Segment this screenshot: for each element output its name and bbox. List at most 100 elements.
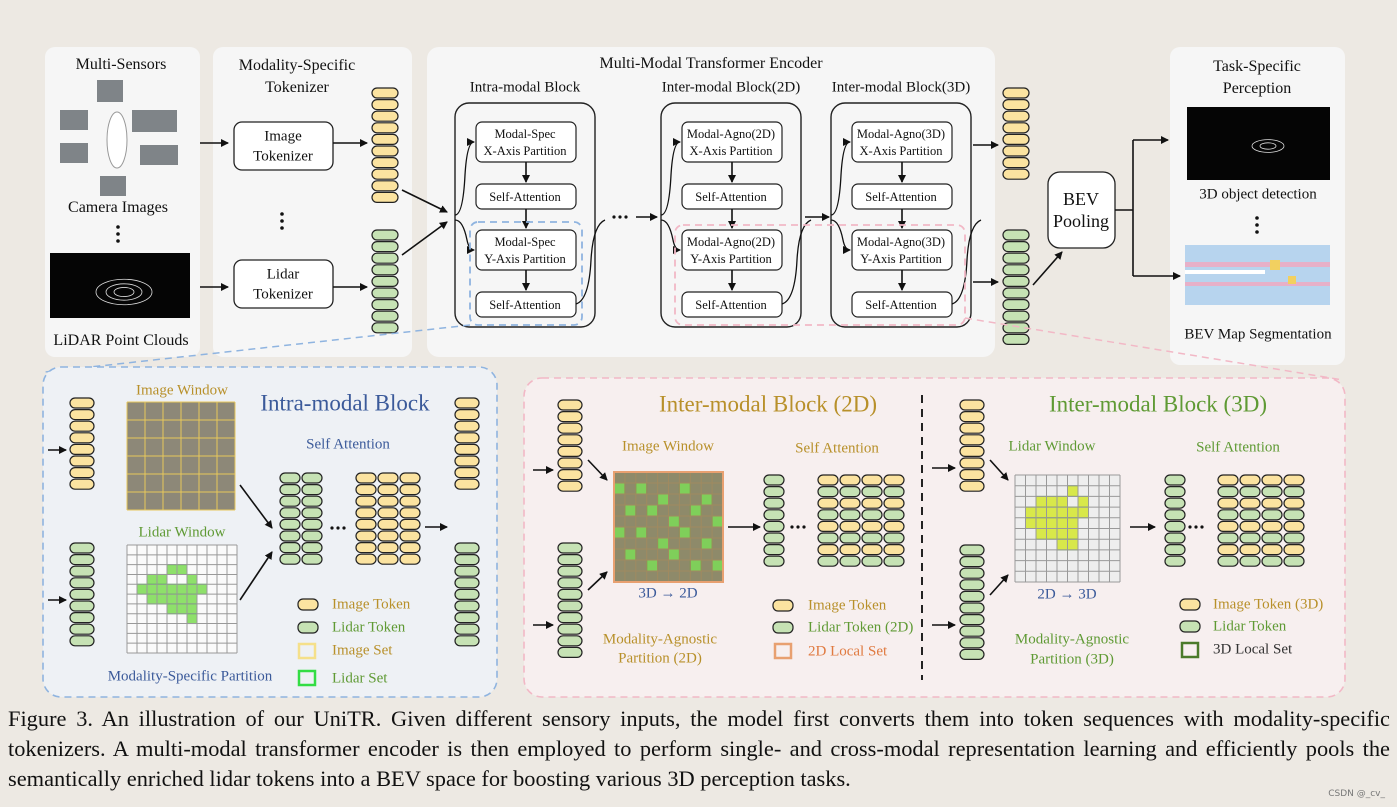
window-cell (186, 593, 198, 605)
window-cell (1035, 495, 1047, 508)
token (817, 497, 839, 509)
ellipsis-dot (796, 525, 800, 529)
token (1239, 509, 1261, 521)
ellipsis-dot (280, 226, 284, 230)
label: Image Token (3D) (1213, 596, 1324, 613)
ellipsis-dot (336, 526, 340, 530)
token (557, 445, 583, 457)
flow-curve (951, 219, 982, 305)
window-cell (146, 593, 158, 605)
token (1002, 333, 1030, 345)
token (355, 553, 377, 565)
ellipsis-dot (280, 219, 284, 223)
token (557, 611, 583, 624)
token (454, 467, 480, 479)
token (371, 122, 399, 134)
token (883, 555, 905, 567)
token (959, 625, 985, 637)
window-cell (613, 526, 626, 539)
token (69, 443, 95, 455)
arrow (401, 221, 448, 256)
token (1283, 486, 1305, 498)
car-icon (106, 111, 128, 169)
token (763, 532, 785, 544)
window-cell (668, 548, 680, 561)
flow-curve (575, 219, 606, 305)
label: Y-Axis Partition (690, 251, 772, 266)
token (1002, 145, 1030, 157)
token (959, 579, 985, 591)
token (763, 486, 785, 498)
legend-swatch (297, 669, 317, 687)
token (371, 145, 399, 157)
ellipsis-dot (1255, 223, 1259, 227)
token (1283, 555, 1305, 567)
token (1002, 264, 1030, 276)
camera-image (100, 176, 126, 196)
token (817, 555, 839, 567)
token (557, 469, 583, 481)
token (817, 509, 839, 521)
map-stripe (1185, 270, 1265, 274)
legend-swatch (772, 621, 794, 634)
token (371, 241, 399, 253)
lidar-ring (113, 287, 135, 297)
label: Partition (2D) (618, 650, 702, 667)
token (861, 497, 883, 509)
window-cell (689, 504, 702, 517)
pooling-box (1047, 171, 1116, 249)
token (959, 422, 985, 434)
ellipsis-dot (116, 239, 120, 243)
token (371, 310, 399, 322)
token (1239, 474, 1261, 486)
label: Self Attention (1196, 439, 1280, 456)
token (371, 264, 399, 276)
token (557, 542, 583, 554)
token (763, 474, 785, 486)
token (355, 541, 377, 554)
token (1217, 520, 1239, 533)
detail-panel (523, 377, 1346, 698)
token (839, 543, 861, 556)
token (763, 497, 785, 509)
label: Self-Attention (695, 297, 767, 312)
token (399, 507, 421, 519)
token (279, 484, 301, 496)
token (557, 577, 583, 589)
token (69, 565, 95, 577)
token (861, 555, 883, 567)
token (557, 399, 583, 411)
token (301, 541, 323, 554)
token (377, 472, 399, 484)
token (1261, 532, 1283, 544)
token (69, 467, 95, 479)
token (454, 600, 480, 612)
token (557, 646, 583, 659)
camera-image (140, 145, 178, 165)
camera-image (132, 110, 177, 132)
token (557, 411, 583, 423)
token (959, 567, 985, 579)
token (377, 518, 399, 531)
window-cell (1046, 506, 1058, 519)
token (377, 507, 399, 519)
token (371, 191, 399, 203)
token (69, 588, 95, 601)
window-cell (1035, 517, 1047, 529)
token (1283, 509, 1305, 521)
token (1217, 532, 1239, 544)
window-cell (700, 537, 713, 550)
window-frame (613, 471, 724, 583)
window-cell (176, 603, 188, 615)
window-cell (711, 559, 724, 572)
flow-curve (660, 219, 681, 254)
label: Modality-Agnostic (1014, 631, 1130, 648)
token (763, 543, 785, 556)
label: Lidar Window (138, 524, 226, 541)
attention-box (851, 291, 953, 318)
detection-image (1187, 107, 1330, 180)
token (557, 565, 583, 577)
window-cell (657, 537, 669, 550)
label: Camera Images (68, 199, 168, 216)
